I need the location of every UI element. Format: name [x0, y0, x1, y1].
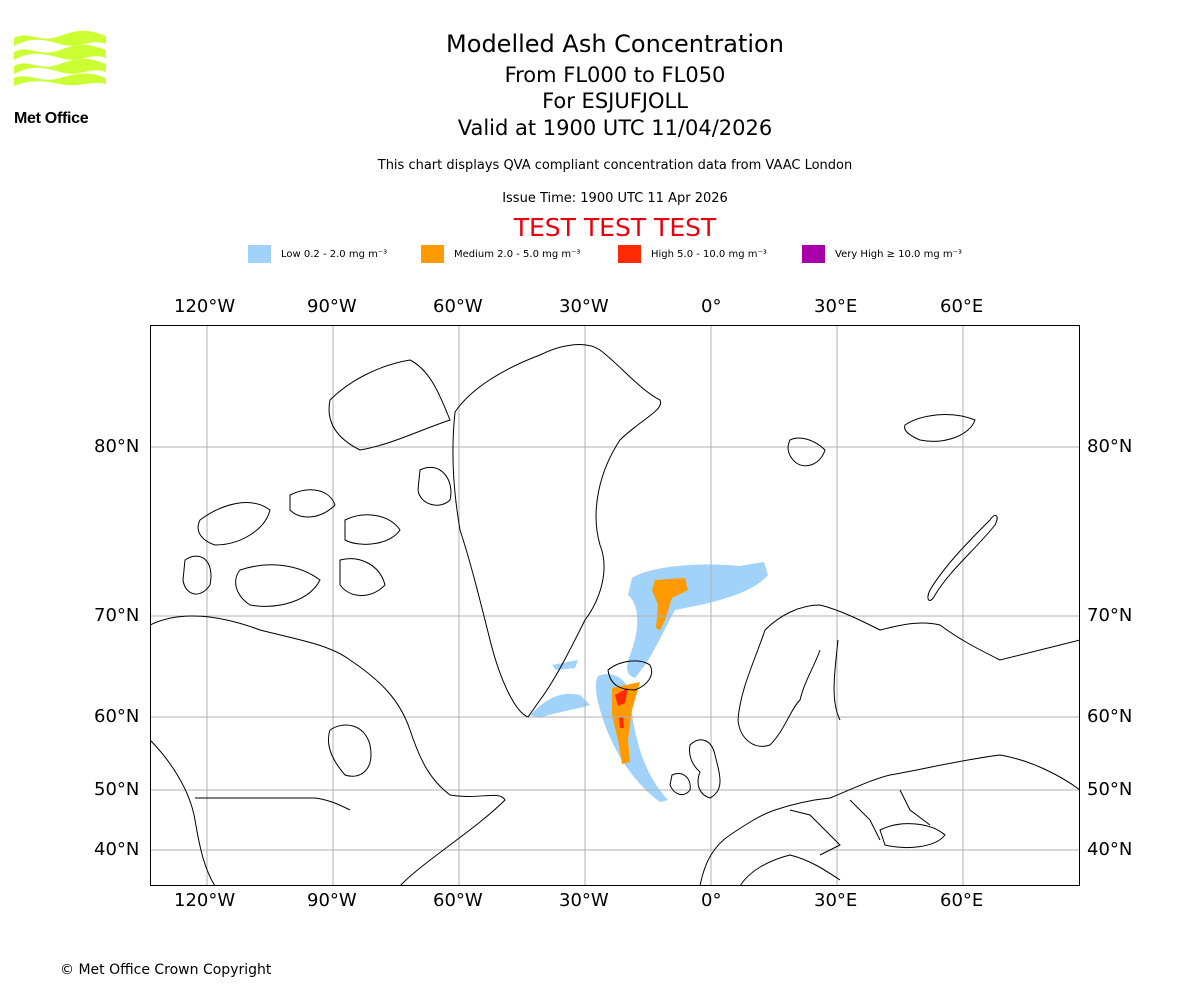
- legend-swatch-medium: [421, 245, 444, 263]
- lon-tick-bottom: 60°W: [433, 890, 483, 911]
- valid-time: Valid at 1900 UTC 11/04/2026: [457, 116, 773, 140]
- map-frame: [150, 325, 1080, 886]
- lon-tick-bottom: 60°E: [940, 890, 984, 911]
- legend-swatch-very-high: [802, 245, 825, 263]
- ash-map: [150, 325, 1080, 886]
- lon-tick-bottom: 120°W: [174, 890, 236, 911]
- lon-tick-top: 120°W: [174, 296, 236, 317]
- lat-tick-right: 80°N: [1087, 436, 1133, 457]
- ash-plume-high: [615, 688, 628, 728]
- logo-text: Met Office: [14, 110, 89, 127]
- lat-tick-left: 80°N: [94, 436, 140, 457]
- volcano-name: For ESJUFJOLL: [542, 89, 688, 113]
- lon-tick-top: 0°: [701, 296, 722, 317]
- legend-label: High 5.0 - 10.0 mg m⁻³: [651, 248, 767, 260]
- lon-tick-top: 60°W: [433, 296, 483, 317]
- lat-tick-left: 60°N: [94, 706, 140, 727]
- flight-level-range: From FL000 to FL050: [504, 63, 726, 87]
- lat-tick-right: 50°N: [1087, 779, 1133, 800]
- legend-label: Medium 2.0 - 5.0 mg m⁻³: [454, 248, 581, 260]
- lon-tick-bottom: 0°: [701, 890, 722, 911]
- graticule: [150, 325, 1080, 886]
- lat-tick-right: 60°N: [1087, 706, 1133, 727]
- legend-label: Low 0.2 - 2.0 mg m⁻³: [281, 248, 388, 260]
- issue-time: Issue Time: 1900 UTC 11 Apr 2026: [502, 191, 728, 206]
- lat-tick-right: 70°N: [1087, 605, 1133, 626]
- test-banner: TEST TEST TEST: [513, 213, 717, 242]
- lon-tick-bottom: 30°W: [559, 890, 609, 911]
- chart-title: Modelled Ash Concentration: [446, 30, 784, 58]
- lat-tick-left: 70°N: [94, 605, 140, 626]
- lon-tick-top: 30°E: [814, 296, 858, 317]
- legend-item-high: High 5.0 - 10.0 mg m⁻³: [618, 244, 767, 264]
- lon-tick-top: 90°W: [307, 296, 357, 317]
- met-office-waves-icon: [14, 30, 106, 86]
- chart-description: This chart displays QVA compliant concen…: [377, 158, 853, 173]
- copyright-notice: © Met Office Crown Copyright: [60, 962, 272, 978]
- lon-tick-top: 30°W: [559, 296, 609, 317]
- coastlines: [150, 344, 1080, 886]
- lat-tick-left: 50°N: [94, 779, 140, 800]
- met-office-logo: Met Office: [14, 30, 106, 128]
- legend-label: Very High ≥ 10.0 mg m⁻³: [835, 248, 962, 260]
- legend-swatch-low: [248, 245, 271, 263]
- lat-tick-left: 40°N: [94, 839, 140, 860]
- lon-tick-top: 60°E: [940, 296, 984, 317]
- lat-tick-right: 40°N: [1087, 839, 1133, 860]
- legend-item-medium: Medium 2.0 - 5.0 mg m⁻³: [421, 244, 580, 264]
- legend-swatch-high: [618, 245, 641, 263]
- lon-tick-bottom: 30°E: [814, 890, 858, 911]
- lon-tick-bottom: 90°W: [307, 890, 357, 911]
- legend-item-very-high: Very High ≥ 10.0 mg m⁻³: [802, 244, 962, 264]
- legend-item-low: Low 0.2 - 2.0 mg m⁻³: [248, 244, 387, 264]
